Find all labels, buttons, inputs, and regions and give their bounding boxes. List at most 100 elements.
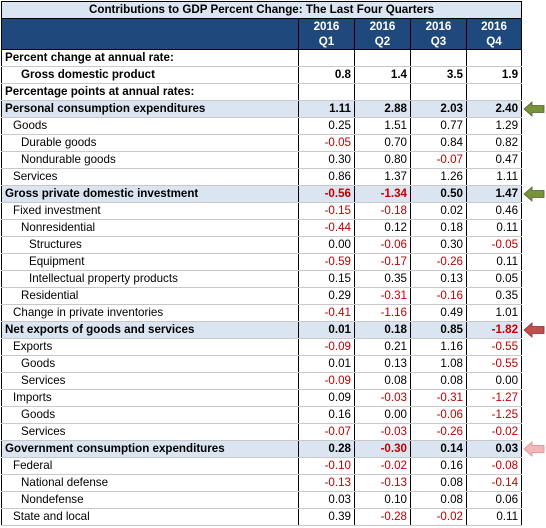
table-row: Residential 0.29 -0.31 -0.16 0.35 — [1, 287, 523, 305]
value-cell: -0.07 — [410, 151, 467, 169]
value-cell: 0.11 — [466, 219, 523, 237]
row-label: Government consumption expenditures — [1, 440, 299, 458]
value-cell: 0.05 — [466, 270, 523, 288]
value-cell: 1.16 — [410, 338, 467, 356]
value-cell: -0.55 — [466, 338, 523, 356]
row-label: Net exports of goods and services — [1, 321, 299, 339]
column-year: 2016 — [354, 18, 411, 34]
table-row: Goods 0.16 0.00 -0.06 -1.25 — [1, 406, 523, 424]
value-cell: 0.13 — [354, 355, 411, 373]
value-cell: -1.25 — [466, 406, 523, 424]
value-cell: 0.03 — [466, 440, 523, 458]
row-label: Nondurable goods — [1, 151, 299, 169]
value-cell: 0.03 — [298, 491, 355, 509]
value-cell — [466, 49, 523, 67]
table-row: Intellectual property products 0.15 0.35 0.… — [1, 270, 523, 288]
row-label: Goods — [1, 117, 299, 135]
value-cell: 0.30 — [298, 151, 355, 169]
value-cell: 0.00 — [298, 236, 355, 254]
header-row-quarter: Q1 Q2 Q3 Q4 — [1, 34, 523, 50]
value-cell: -0.08 — [466, 457, 523, 475]
row-label: Services — [1, 423, 299, 441]
value-cell: -1.27 — [466, 389, 523, 407]
value-cell: 0.18 — [410, 219, 467, 237]
value-cell: 0.86 — [298, 168, 355, 186]
value-cell: 0.39 — [298, 508, 355, 526]
table-row: State and local 0.39 -0.28 -0.02 0.11 — [1, 508, 523, 526]
table-row: Imports 0.09 -0.03 -0.31 -1.27 — [1, 389, 523, 407]
row-label: Gross private domestic investment — [1, 185, 299, 203]
table-row: Fixed investment -0.15 -0.18 0.02 0.46 — [1, 202, 523, 220]
value-cell: 0.80 — [354, 151, 411, 169]
row-label: Services — [1, 372, 299, 390]
value-cell: 0.70 — [354, 134, 411, 152]
value-cell: 0.14 — [410, 440, 467, 458]
value-cell: 1.47 — [466, 185, 523, 203]
gdp-contributions-table: Contributions to GDP Percent Change: The… — [0, 1, 523, 526]
row-label: Durable goods — [1, 134, 299, 152]
value-cell: 0.16 — [298, 406, 355, 424]
arrow-left-red-icon — [523, 322, 545, 338]
table-row: Goods 0.01 0.13 1.08 -0.55 — [1, 355, 523, 373]
column-quarter: Q1 — [298, 34, 355, 50]
row-label: Equipment — [1, 253, 299, 271]
row-label: Nondefense — [1, 491, 299, 509]
value-cell: 0.08 — [410, 474, 467, 492]
value-cell: -0.17 — [354, 253, 411, 271]
value-cell: -0.06 — [410, 406, 467, 424]
value-cell: -0.09 — [298, 372, 355, 390]
section-row: Gross private domestic investment -0.56 -1… — [1, 185, 523, 203]
value-cell: 0.11 — [466, 253, 523, 271]
table-row: Nondurable goods 0.30 0.80 -0.07 0.47 — [1, 151, 523, 169]
value-cell: -0.26 — [410, 253, 467, 271]
value-cell: 0.01 — [298, 321, 355, 339]
value-cell: -0.55 — [466, 355, 523, 373]
row-label: Structures — [1, 236, 299, 254]
row-label: Personal consumption expenditures — [1, 100, 299, 118]
header-row-year: 2016 2016 2016 2016 — [1, 18, 523, 34]
table-row: National defense -0.13 -0.13 0.08 -0.14 — [1, 474, 523, 492]
value-cell: 0.35 — [354, 270, 411, 288]
row-label: State and local — [1, 508, 299, 526]
table-row: Exports -0.09 0.21 1.16 -0.55 — [1, 338, 523, 356]
row-label: Fixed investment — [1, 202, 299, 220]
value-cell: -0.02 — [410, 508, 467, 526]
value-cell: 1.08 — [410, 355, 467, 373]
value-cell: 0.82 — [466, 134, 523, 152]
column-year: 2016 — [410, 18, 467, 34]
table-row: Percent change at annual rate: — [1, 49, 523, 67]
value-cell: -0.05 — [298, 134, 355, 152]
value-cell: -0.41 — [298, 304, 355, 322]
column-quarter: Q3 — [410, 34, 467, 50]
table-row: Gross domestic product 0.8 1.4 3.5 1.9 — [1, 66, 523, 84]
value-cell: 0.85 — [410, 321, 467, 339]
value-cell: -0.18 — [354, 202, 411, 220]
column-quarter: Q2 — [354, 34, 411, 50]
value-cell: -0.13 — [354, 474, 411, 492]
value-cell: -0.16 — [410, 287, 467, 305]
value-cell: 0.13 — [410, 270, 467, 288]
arrow-left-green-icon — [523, 101, 545, 117]
value-cell: -0.06 — [354, 236, 411, 254]
value-cell — [410, 83, 467, 101]
header-blank — [1, 18, 299, 34]
header-blank — [1, 34, 299, 50]
section-row: Net exports of goods and services 0.01 0.1… — [1, 321, 523, 339]
value-cell: 1.11 — [466, 168, 523, 186]
value-cell: -0.56 — [298, 185, 355, 203]
value-cell: 0.09 — [298, 389, 355, 407]
value-cell: -0.03 — [354, 423, 411, 441]
value-cell: 3.5 — [410, 66, 467, 84]
value-cell: 0.02 — [410, 202, 467, 220]
value-cell: 0.18 — [354, 321, 411, 339]
row-label: Intellectual property products — [1, 270, 299, 288]
row-label: Imports — [1, 389, 299, 407]
row-label: Residential — [1, 287, 299, 305]
row-label: Percentage points at annual rates: — [1, 83, 299, 101]
value-cell: 1.4 — [354, 66, 411, 84]
arrow-left-pink-icon — [523, 441, 545, 457]
row-label: Gross domestic product — [1, 66, 299, 84]
column-year: 2016 — [466, 18, 523, 34]
value-cell: -0.14 — [466, 474, 523, 492]
value-cell: -0.03 — [354, 389, 411, 407]
